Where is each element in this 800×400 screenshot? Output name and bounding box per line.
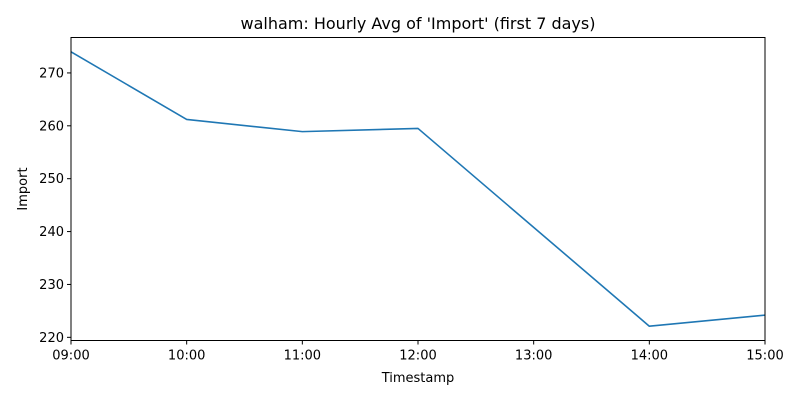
x-tick-label: 15:00: [746, 349, 783, 364]
y-tick-label: 220: [39, 331, 64, 346]
y-tick-label: 270: [39, 66, 64, 81]
y-axis-label: Import: [16, 167, 31, 210]
plot-area: [70, 51, 766, 328]
plot-frame: [70, 37, 766, 341]
x-axis: 09:00 10:00 11:00 12:00 13:00 14:00 15:00: [52, 340, 784, 364]
y-tick-label: 260: [39, 119, 64, 134]
y-tick-label: 240: [39, 225, 64, 240]
x-tick-label: 14:00: [631, 349, 668, 364]
x-tick-label: 11:00: [284, 349, 321, 364]
x-tick-label: 12:00: [399, 349, 436, 364]
y-tick-label: 230: [39, 278, 64, 293]
y-axis: 220 230 240 250 260 270: [39, 66, 71, 346]
y-tick-label: 250: [39, 172, 64, 187]
x-tick-label: 09:00: [52, 349, 89, 364]
x-axis-label: Timestamp: [381, 371, 455, 386]
x-tick-label: 10:00: [168, 349, 205, 364]
series-line: [71, 51, 765, 328]
x-tick-label: 13:00: [515, 349, 552, 364]
chart-title: walham: Hourly Avg of 'Import' (first 7 …: [241, 14, 596, 33]
